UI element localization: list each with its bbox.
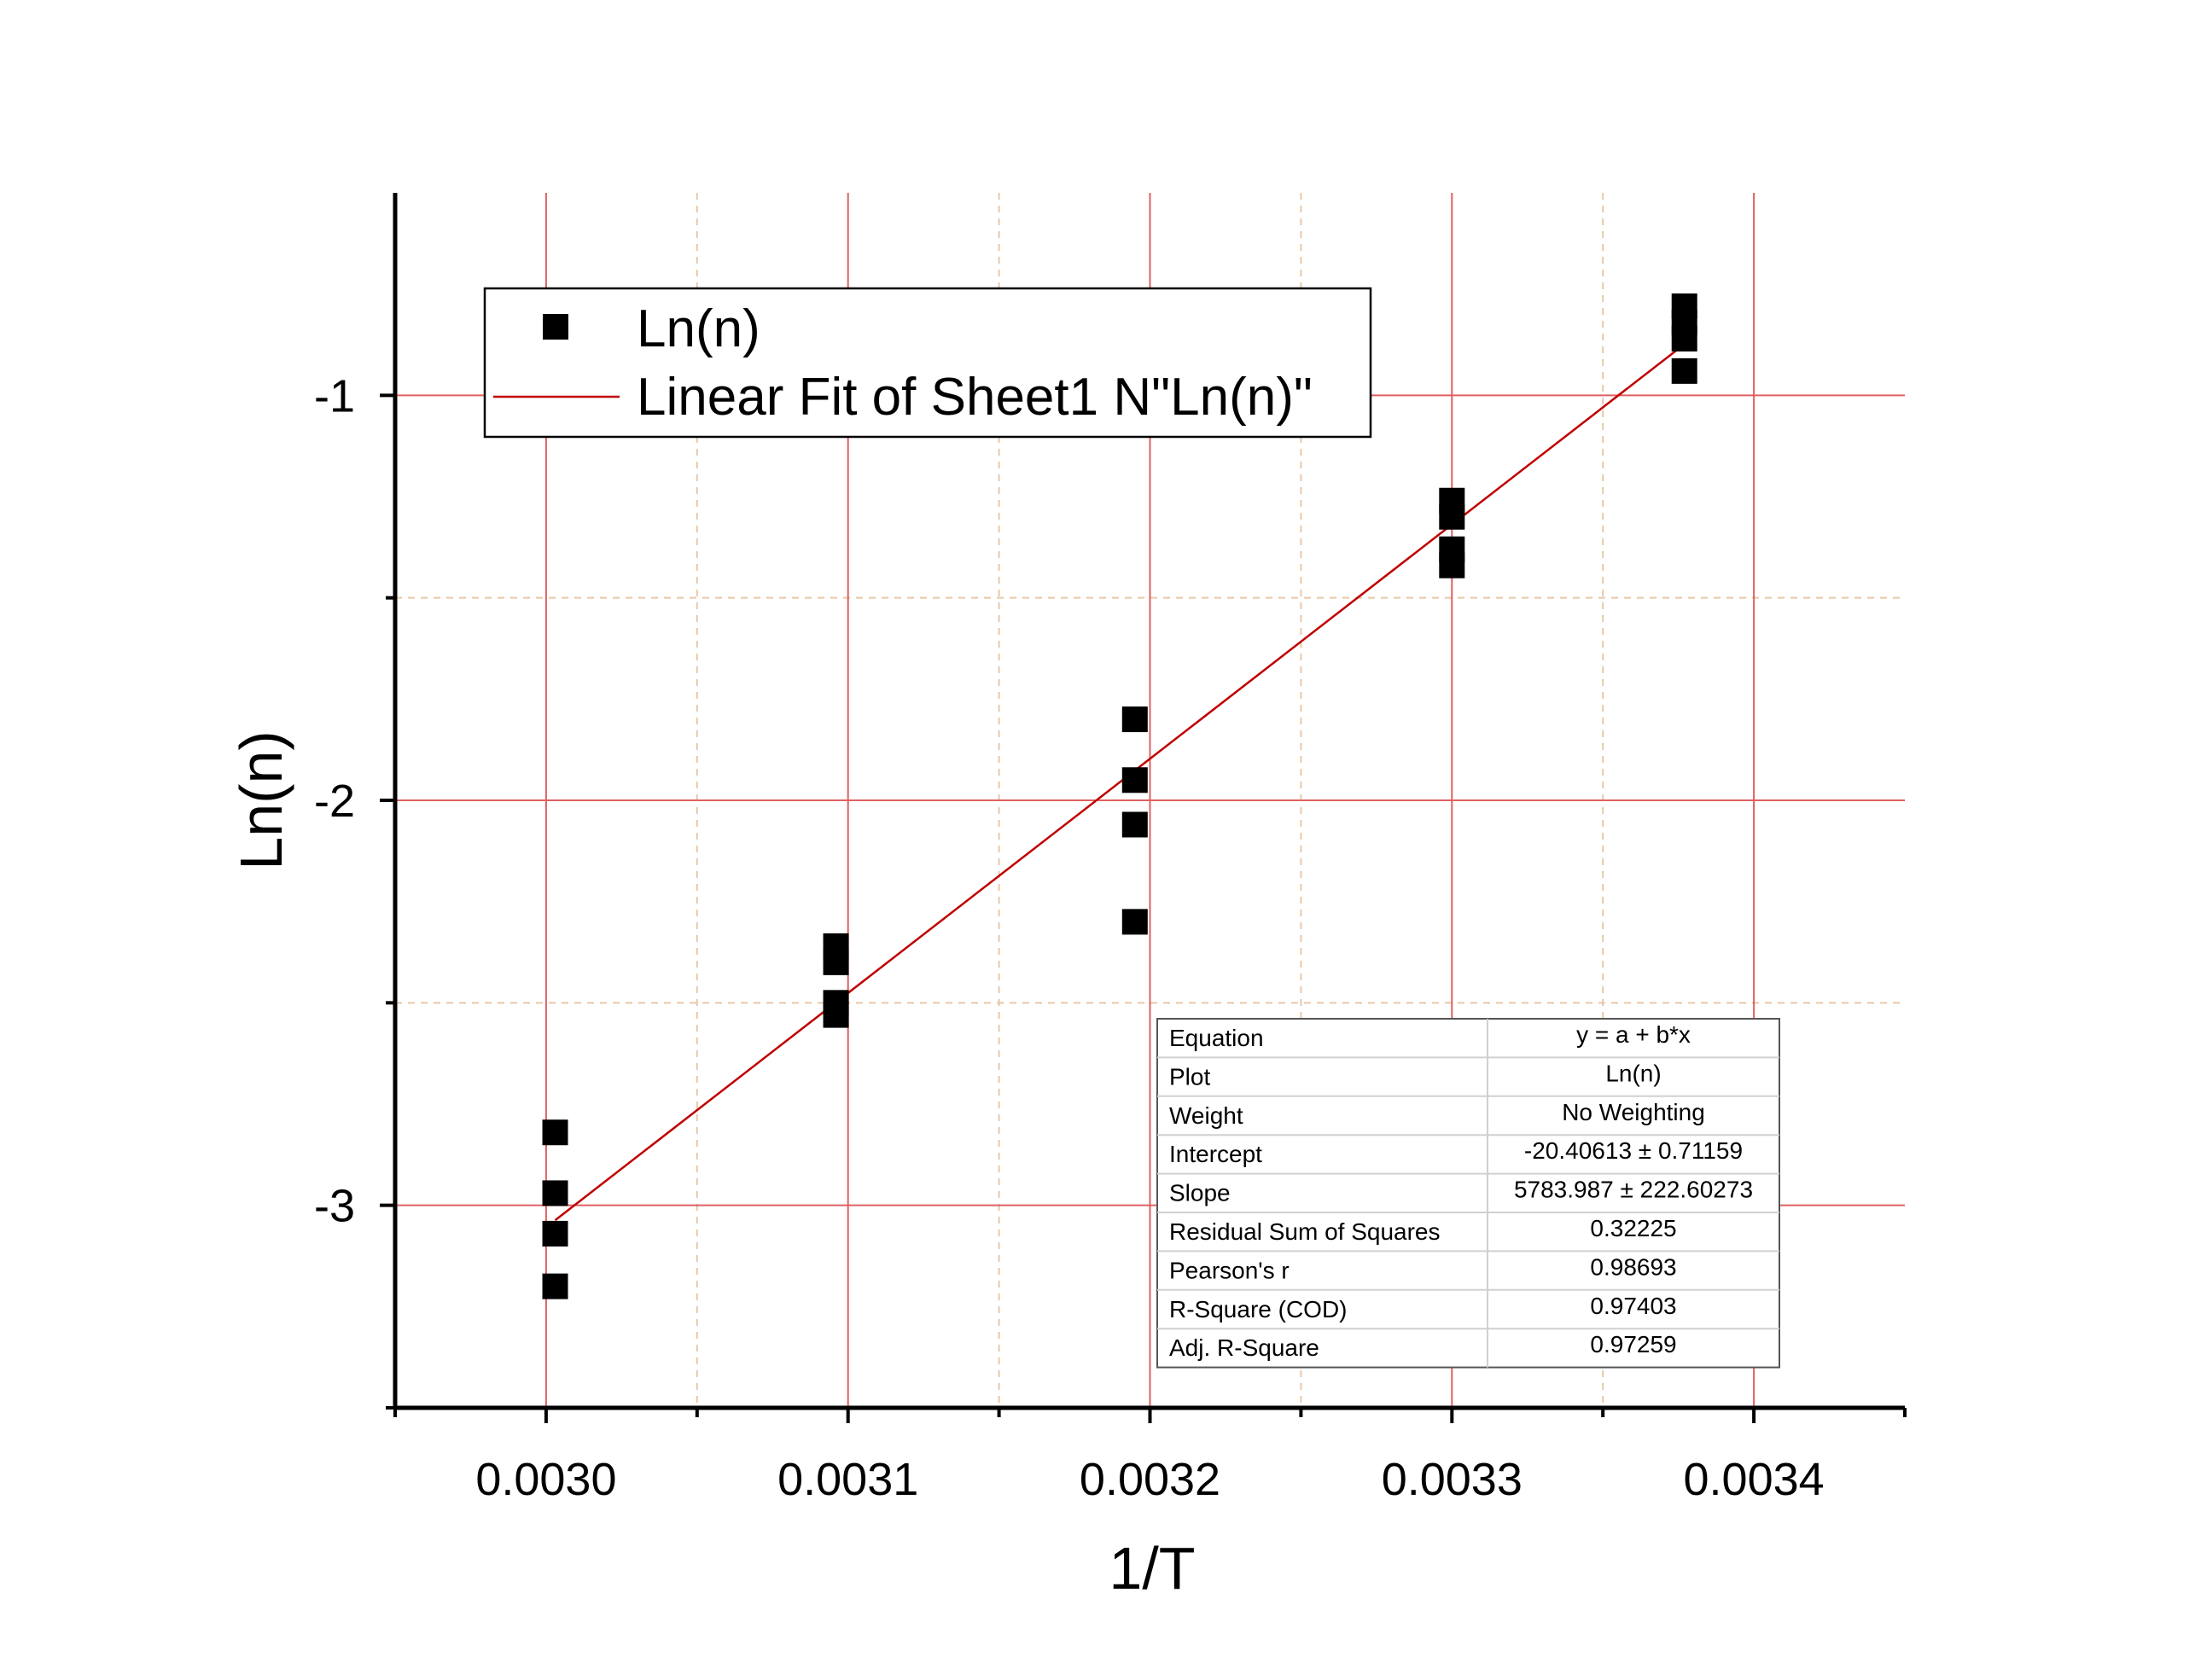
legend-box [483,287,1372,439]
y-tick-label: -1 [314,370,355,421]
data-point [1121,811,1148,838]
table-row-label: R-Square (COD) [1169,1296,1347,1322]
x-tick-label: 0.0031 [777,1454,918,1505]
table-row-value: 0.98693 [1590,1253,1676,1280]
x-tick-label: 0.0033 [1382,1454,1523,1505]
table-row-label: Pearson's r [1169,1257,1290,1283]
x-axis-label: 1/T [1109,1535,1195,1602]
table-row-label: Weight [1169,1102,1243,1129]
x-tick-label: 0.0030 [475,1454,616,1505]
data-point [1121,767,1148,793]
data-point [542,1273,568,1299]
table-row-label: Residual Sum of Squares [1169,1218,1441,1245]
data-point [1121,909,1148,935]
table-frame [1156,1018,1780,1369]
table-row-label: Intercept [1169,1141,1262,1167]
legend: Ln(n) Linear Fit of Sheet1 N"Ln(n)" [483,287,1372,439]
x-tick-label: 0.0034 [1684,1454,1825,1505]
legend-marker-icon [543,314,568,340]
table-row-value: 0.97403 [1590,1293,1676,1319]
data-point [1671,325,1697,352]
y-axis-label: Ln(n) [228,730,294,869]
x-tick-label: 0.0032 [1080,1454,1220,1505]
axis-ticks [380,393,1907,1423]
data-point [542,1119,568,1146]
legend-label-series: Ln(n) [637,299,760,358]
data-points [542,293,1697,1299]
table-row-value: 0.32225 [1590,1215,1676,1241]
table-row-value: No Weighting [1562,1099,1705,1125]
legend-label-fit: Linear Fit of Sheet1 N"Ln(n)" [637,368,1313,427]
table-row-label: Slope [1169,1180,1231,1206]
data-point [1121,706,1148,733]
linear-fit-line [554,343,1686,1222]
table-row-label: Equation [1169,1025,1264,1051]
data-point [1439,552,1465,578]
table-row-value: -20.40613 ± 0.71159 [1524,1137,1743,1164]
data-point [823,1002,849,1028]
table-row-value: Ln(n) [1605,1060,1661,1086]
fit-results-table: Equation y = a + b*x Plot Ln(n) Weight No Wei… [1156,1018,1780,1369]
data-point [542,1180,568,1206]
fit-line-layer [554,343,1686,1222]
table-row-value: 5783.987 ± 222.60273 [1514,1177,1753,1203]
data-point [823,949,849,975]
data-point [1439,503,1465,530]
table-row-label: Plot [1169,1063,1210,1090]
y-tick-label: -3 [314,1181,355,1232]
table-row-value: 0.97259 [1590,1331,1676,1357]
data-point [542,1220,568,1247]
table-row-value: y = a + b*x [1576,1021,1691,1048]
table-row-label: Adj. R-Square [1169,1334,1319,1361]
tick-labels: 0.0030 0.0031 0.0032 0.0033 0.0034 -3 -2 -1 [314,370,1825,1505]
data-point [1671,358,1697,384]
y-tick-label: -2 [314,776,355,827]
